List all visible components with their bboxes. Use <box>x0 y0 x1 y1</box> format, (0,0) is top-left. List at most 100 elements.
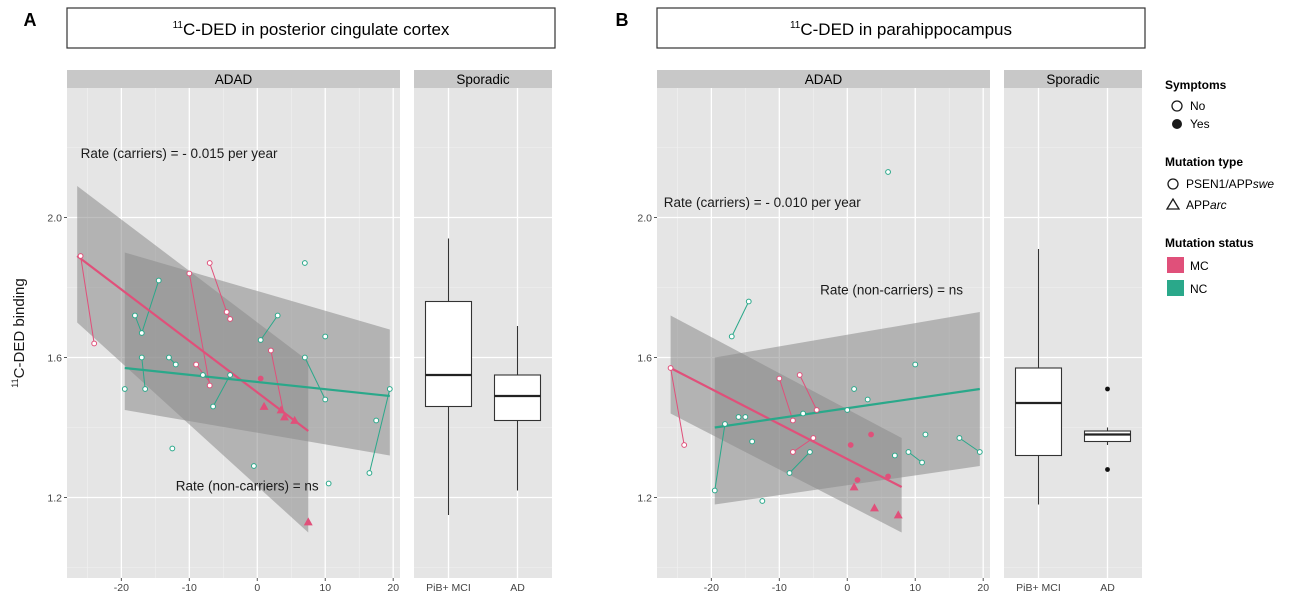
y-tick-label: 2.0 <box>47 213 62 225</box>
data-point <box>169 445 176 452</box>
legend-mutation-status-mc: MC <box>1190 259 1209 273</box>
trajectory-mc <box>799 374 818 411</box>
data-point <box>681 442 688 448</box>
y-tick-label: 2.0 <box>637 213 652 225</box>
data-point <box>250 463 257 469</box>
legend-mutation-type-psen: PSEN1/APPswe <box>1186 177 1274 191</box>
data-point <box>807 449 813 455</box>
data-point <box>210 403 217 410</box>
rate-annotation: Rate (non-carriers) = ns <box>176 479 319 494</box>
data-point <box>290 415 300 424</box>
data-point <box>912 361 919 368</box>
trajectory-mc <box>778 378 794 421</box>
data-point <box>844 407 851 413</box>
data-point <box>786 470 793 476</box>
confidence-band-nc <box>124 252 390 456</box>
data-point <box>223 309 230 315</box>
y-axis-superscript: 11 <box>10 378 20 387</box>
y-tick-label: 1.2 <box>637 493 652 505</box>
legend-symptoms-no: No <box>1190 99 1206 113</box>
mc-swatch <box>1167 257 1184 273</box>
data-point <box>386 386 393 392</box>
y-axis-text: C-DED binding <box>11 278 28 378</box>
data-point <box>301 260 308 266</box>
fit-line-nc <box>124 366 390 398</box>
legend-mutation-type-title: Mutation type <box>1165 155 1243 169</box>
x-tick-label: 20 <box>977 582 989 594</box>
boxplot-outlier <box>1105 386 1110 392</box>
data-point <box>206 260 213 266</box>
plot-area-sporadic <box>1004 88 1142 578</box>
trajectory-nc <box>141 357 146 390</box>
data-point <box>303 517 313 526</box>
category-tick-label: AD <box>510 582 525 594</box>
legend-psen-text: PSEN1/APP <box>1186 177 1253 191</box>
data-point <box>922 431 929 438</box>
data-point <box>322 396 329 403</box>
x-tick-label: -20 <box>704 582 719 594</box>
rate-annotation: Rate (carriers) = - 0.010 per year <box>664 195 861 210</box>
data-point <box>132 312 138 319</box>
panel-a: A 11C-DED in posterior cingulate cortexAD… <box>10 7 556 594</box>
data-point <box>854 477 861 483</box>
x-tick-label: 0 <box>254 582 260 594</box>
title-superscript: 11 <box>790 20 801 31</box>
data-point <box>200 372 206 378</box>
x-tick-label: 0 <box>844 582 850 594</box>
data-point <box>138 354 145 361</box>
data-point <box>885 169 891 175</box>
data-point <box>870 503 879 512</box>
category-tick-label: PiB+ MCI <box>426 582 471 594</box>
legend-symptoms-yes: Yes <box>1190 117 1210 131</box>
data-point <box>847 442 854 448</box>
trajectory-mc <box>80 255 95 344</box>
y-tick-label: 1.6 <box>47 353 62 365</box>
data-point <box>868 431 874 438</box>
data-point <box>919 459 925 466</box>
facet-label-sporadic: Sporadic <box>1046 72 1100 87</box>
open-circle-icon <box>1167 178 1179 190</box>
adad-plot-layer <box>76 186 393 533</box>
panel-b: B 11C-DED in parahippocampus ADAD Sporadic 1… <box>616 7 1146 594</box>
data-point <box>749 438 756 445</box>
legend-symptoms-title: Symptoms <box>1165 78 1227 92</box>
data-point <box>851 386 857 392</box>
trajectory-nc <box>714 423 726 491</box>
x-tick-label: 10 <box>909 582 921 594</box>
title-box <box>656 7 1146 49</box>
data-point <box>257 375 264 382</box>
data-point <box>796 372 803 378</box>
data-point <box>885 473 891 480</box>
trajectory-nc <box>304 357 326 400</box>
data-point <box>280 412 289 421</box>
data-point <box>735 414 742 420</box>
nc-swatch <box>1167 280 1184 296</box>
category-tick-label: PiB+ MCI <box>1016 582 1061 594</box>
trajectory-nc <box>789 451 811 474</box>
y-axis-title: 11C-DED binding <box>10 278 28 387</box>
data-point <box>138 330 145 336</box>
data-point <box>322 333 329 340</box>
boxplot-box <box>1014 367 1063 457</box>
boxplot-box <box>493 374 542 422</box>
data-point <box>91 340 98 347</box>
data-point <box>742 414 749 420</box>
data-point <box>800 410 807 417</box>
data-point <box>121 386 128 392</box>
trajectory-mc <box>670 367 685 446</box>
data-point <box>728 333 735 340</box>
legend-mutation-type-arc: APParc <box>1186 198 1227 212</box>
data-point <box>745 298 752 305</box>
data-point <box>790 449 796 455</box>
filled-circle-icon <box>1172 119 1182 129</box>
chart-title: 11C-DED in posterior cingulate cortex <box>173 20 450 39</box>
data-point <box>259 401 269 410</box>
boxplot-box <box>1083 430 1132 443</box>
category-tick-label: AD <box>1100 582 1115 594</box>
facet-strip-sporadic <box>1004 70 1142 88</box>
data-point <box>301 354 308 361</box>
x-tick-label: -10 <box>182 582 197 594</box>
title-superscript: 11 <box>173 20 184 31</box>
data-point <box>276 405 286 414</box>
y-tick-label: 1.2 <box>47 493 62 505</box>
